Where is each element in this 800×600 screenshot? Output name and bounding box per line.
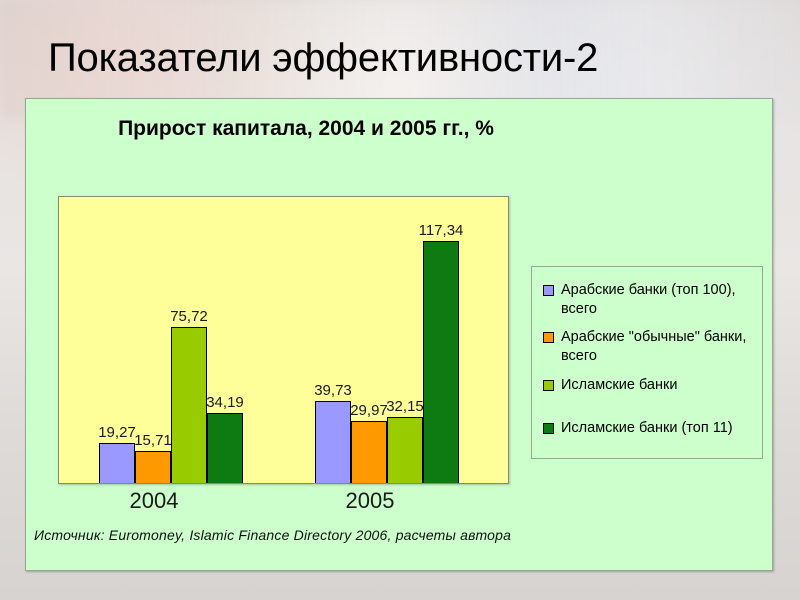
plot-area: 19,27 15,71 75,72 34,19 39,73 29,97 32,15 117,3… [58, 196, 509, 484]
bar-2005-series-1 [315, 401, 351, 483]
legend-swatch-icon [543, 285, 554, 296]
bar-value-label: 15,71 [134, 432, 172, 449]
legend-swatch-icon [543, 332, 554, 343]
bars-layer: 19,27 15,71 75,72 34,19 39,73 29,97 32,15 117,3… [59, 197, 508, 483]
legend-item-1[interactable]: Арабские банки (топ 100), всего [543, 281, 757, 319]
legend-swatch-icon [543, 423, 554, 434]
legend-item-label: Исламские банки [561, 377, 678, 393]
bar-value-label: 117,34 [418, 222, 464, 239]
bar-value-label: 75,72 [170, 308, 208, 325]
bar-2004-series-4 [207, 413, 243, 483]
page-title: Показатели эффективности-2 [48, 36, 599, 80]
bar-2005-series-2 [351, 421, 387, 483]
legend-item-2[interactable]: Арабские "обычные" банки, всего [543, 328, 757, 366]
legend-item-4[interactable]: Исламские банки (топ 11) [543, 419, 757, 438]
chart-container: Прирост капитала, 2004 и 2005 гг., % 19,… [25, 98, 773, 571]
bar-2004-series-3 [171, 327, 207, 483]
legend-item-label: Исламские банки (топ 11) [561, 420, 733, 436]
x-axis-label-2004: 2004 [129, 488, 179, 513]
x-axis-label-2005: 2005 [345, 488, 395, 513]
chart-legend: Арабские банки (топ 100), всего Арабские … [531, 266, 763, 459]
bar-value-label: 29,97 [350, 402, 388, 419]
chart-title: Прирост капитала, 2004 и 2005 гг., % [118, 117, 494, 140]
bar-2005-series-4 [423, 241, 459, 483]
source-note: Источник: Euromoney, Islamic Finance Dir… [34, 527, 512, 543]
bar-value-label: 39,73 [314, 382, 352, 399]
bar-value-label: 34,19 [206, 394, 244, 411]
bar-2005-series-3 [387, 417, 423, 483]
bar-value-label: 19,27 [98, 424, 136, 441]
legend-item-label: Арабские банки (топ 100), всего [561, 282, 736, 317]
bar-value-label: 32,15 [386, 398, 424, 415]
legend-swatch-icon [543, 380, 554, 391]
legend-item-3[interactable]: Исламские банки [543, 376, 757, 395]
bar-2004-series-1 [99, 443, 135, 483]
bar-2004-series-2 [135, 451, 171, 483]
legend-item-label: Арабские "обычные" банки, всего [561, 329, 747, 364]
